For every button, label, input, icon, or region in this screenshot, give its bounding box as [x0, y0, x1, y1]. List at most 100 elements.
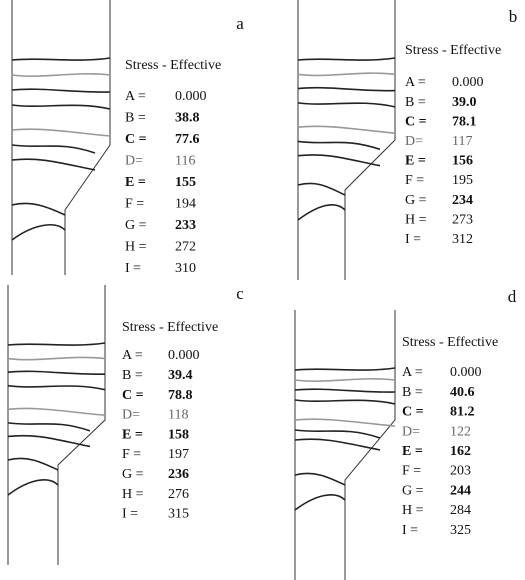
legend-key: G = — [122, 467, 144, 482]
contour-line — [7, 342, 106, 346]
legend-value: 39.0 — [452, 95, 477, 110]
legend-key: I = — [122, 507, 138, 522]
panel-label: b — [509, 7, 518, 26]
legend-value: 155 — [175, 175, 196, 190]
legend-value: 81.2 — [450, 405, 475, 420]
contour-line — [11, 73, 111, 77]
legend-title: Stress - Effective — [122, 320, 218, 335]
contour-line — [294, 429, 381, 439]
legend-value: 40.6 — [450, 385, 475, 400]
contour-line — [11, 202, 66, 216]
legend-value: 315 — [168, 507, 189, 522]
legend-value: 38.8 — [175, 111, 200, 126]
legend-key: F = — [402, 464, 421, 479]
panel-label: c — [236, 284, 244, 303]
legend-key: H = — [125, 240, 147, 255]
contour-line — [11, 88, 111, 93]
contour-line — [294, 438, 381, 451]
legend-value: 118 — [168, 408, 188, 423]
legend-value: 203 — [450, 464, 471, 479]
silo-wall — [7, 285, 106, 565]
contour-line — [294, 418, 396, 427]
contour-line — [7, 384, 106, 391]
contour-line — [7, 479, 59, 496]
contour-line — [7, 457, 59, 471]
contour-line — [7, 434, 91, 448]
contour-line — [297, 57, 396, 61]
legend-value: 39.4 — [168, 368, 193, 383]
legend-key: B = — [125, 111, 146, 126]
contour-line — [11, 128, 111, 137]
contour-line — [11, 57, 111, 61]
silo-wall — [297, 0, 396, 280]
legend-value: 0.000 — [175, 89, 207, 104]
legend-value: 122 — [450, 424, 471, 439]
legend-value: 284 — [450, 503, 471, 518]
legend-key: F = — [405, 173, 424, 188]
legend-key: E = — [122, 427, 143, 442]
legend-key: F = — [125, 197, 144, 212]
contour-line — [294, 399, 396, 405]
contour-line — [11, 158, 96, 171]
contour-line — [297, 140, 381, 151]
silo-wall — [11, 0, 111, 275]
legend-value: 197 — [168, 447, 189, 462]
legend-value: 234 — [452, 193, 473, 208]
contour-line — [294, 388, 396, 393]
legend-value: 78.8 — [168, 388, 193, 403]
legend-key: I = — [125, 261, 141, 276]
legend-key: C = — [402, 405, 424, 420]
legend-key: C = — [405, 114, 427, 129]
contour-line — [7, 407, 106, 417]
contour-line — [294, 378, 396, 382]
legend-key: I = — [405, 232, 421, 247]
legend-key: B = — [405, 95, 426, 110]
legend-value: 272 — [175, 240, 196, 255]
legend-key: D= — [122, 408, 140, 423]
silo-wall — [294, 310, 396, 580]
contour-line — [297, 86, 396, 92]
legend-key: D= — [405, 134, 423, 149]
legend-key: C = — [122, 388, 144, 403]
contour-line — [297, 125, 396, 134]
contour-line — [297, 182, 346, 196]
legend-key: B = — [122, 368, 143, 383]
contour-line — [11, 104, 111, 110]
panel-label: d — [508, 287, 517, 306]
contour-line — [294, 367, 396, 371]
legend-title: Stress - Effective — [402, 335, 498, 350]
legend-title: Stress - Effective — [125, 58, 221, 73]
contour-line — [7, 422, 91, 432]
legend-value: 312 — [452, 232, 473, 247]
legend-value: 236 — [168, 467, 189, 482]
legend-value: 0.000 — [452, 75, 484, 90]
contour-line — [11, 144, 96, 154]
legend-value: 194 — [175, 197, 196, 212]
contour-line — [294, 472, 346, 486]
legend-value: 233 — [175, 218, 196, 233]
legend-key: E = — [402, 444, 423, 459]
legend-value: 0.000 — [450, 365, 482, 380]
legend-value: 162 — [450, 444, 471, 459]
contour-line — [7, 356, 106, 361]
legend-key: E = — [125, 175, 146, 190]
contour-line — [297, 204, 346, 221]
legend-key: H = — [122, 487, 144, 502]
legend-value: 77.6 — [175, 132, 200, 147]
legend-value: 325 — [450, 523, 471, 538]
legend-value: 0.000 — [168, 348, 200, 363]
legend-key: E = — [405, 154, 426, 169]
legend-value: 195 — [452, 173, 473, 188]
legend-key: F = — [122, 447, 141, 462]
contour-line — [297, 102, 396, 108]
legend-key: D= — [125, 154, 143, 169]
legend-key: A = — [405, 75, 426, 90]
legend-key: D= — [402, 424, 420, 439]
legend-key: G = — [402, 483, 424, 498]
contour-line — [11, 224, 66, 241]
contour-line — [297, 72, 396, 77]
contour-line — [294, 494, 346, 511]
legend-value: 273 — [452, 212, 473, 227]
legend-value: 116 — [175, 154, 195, 169]
